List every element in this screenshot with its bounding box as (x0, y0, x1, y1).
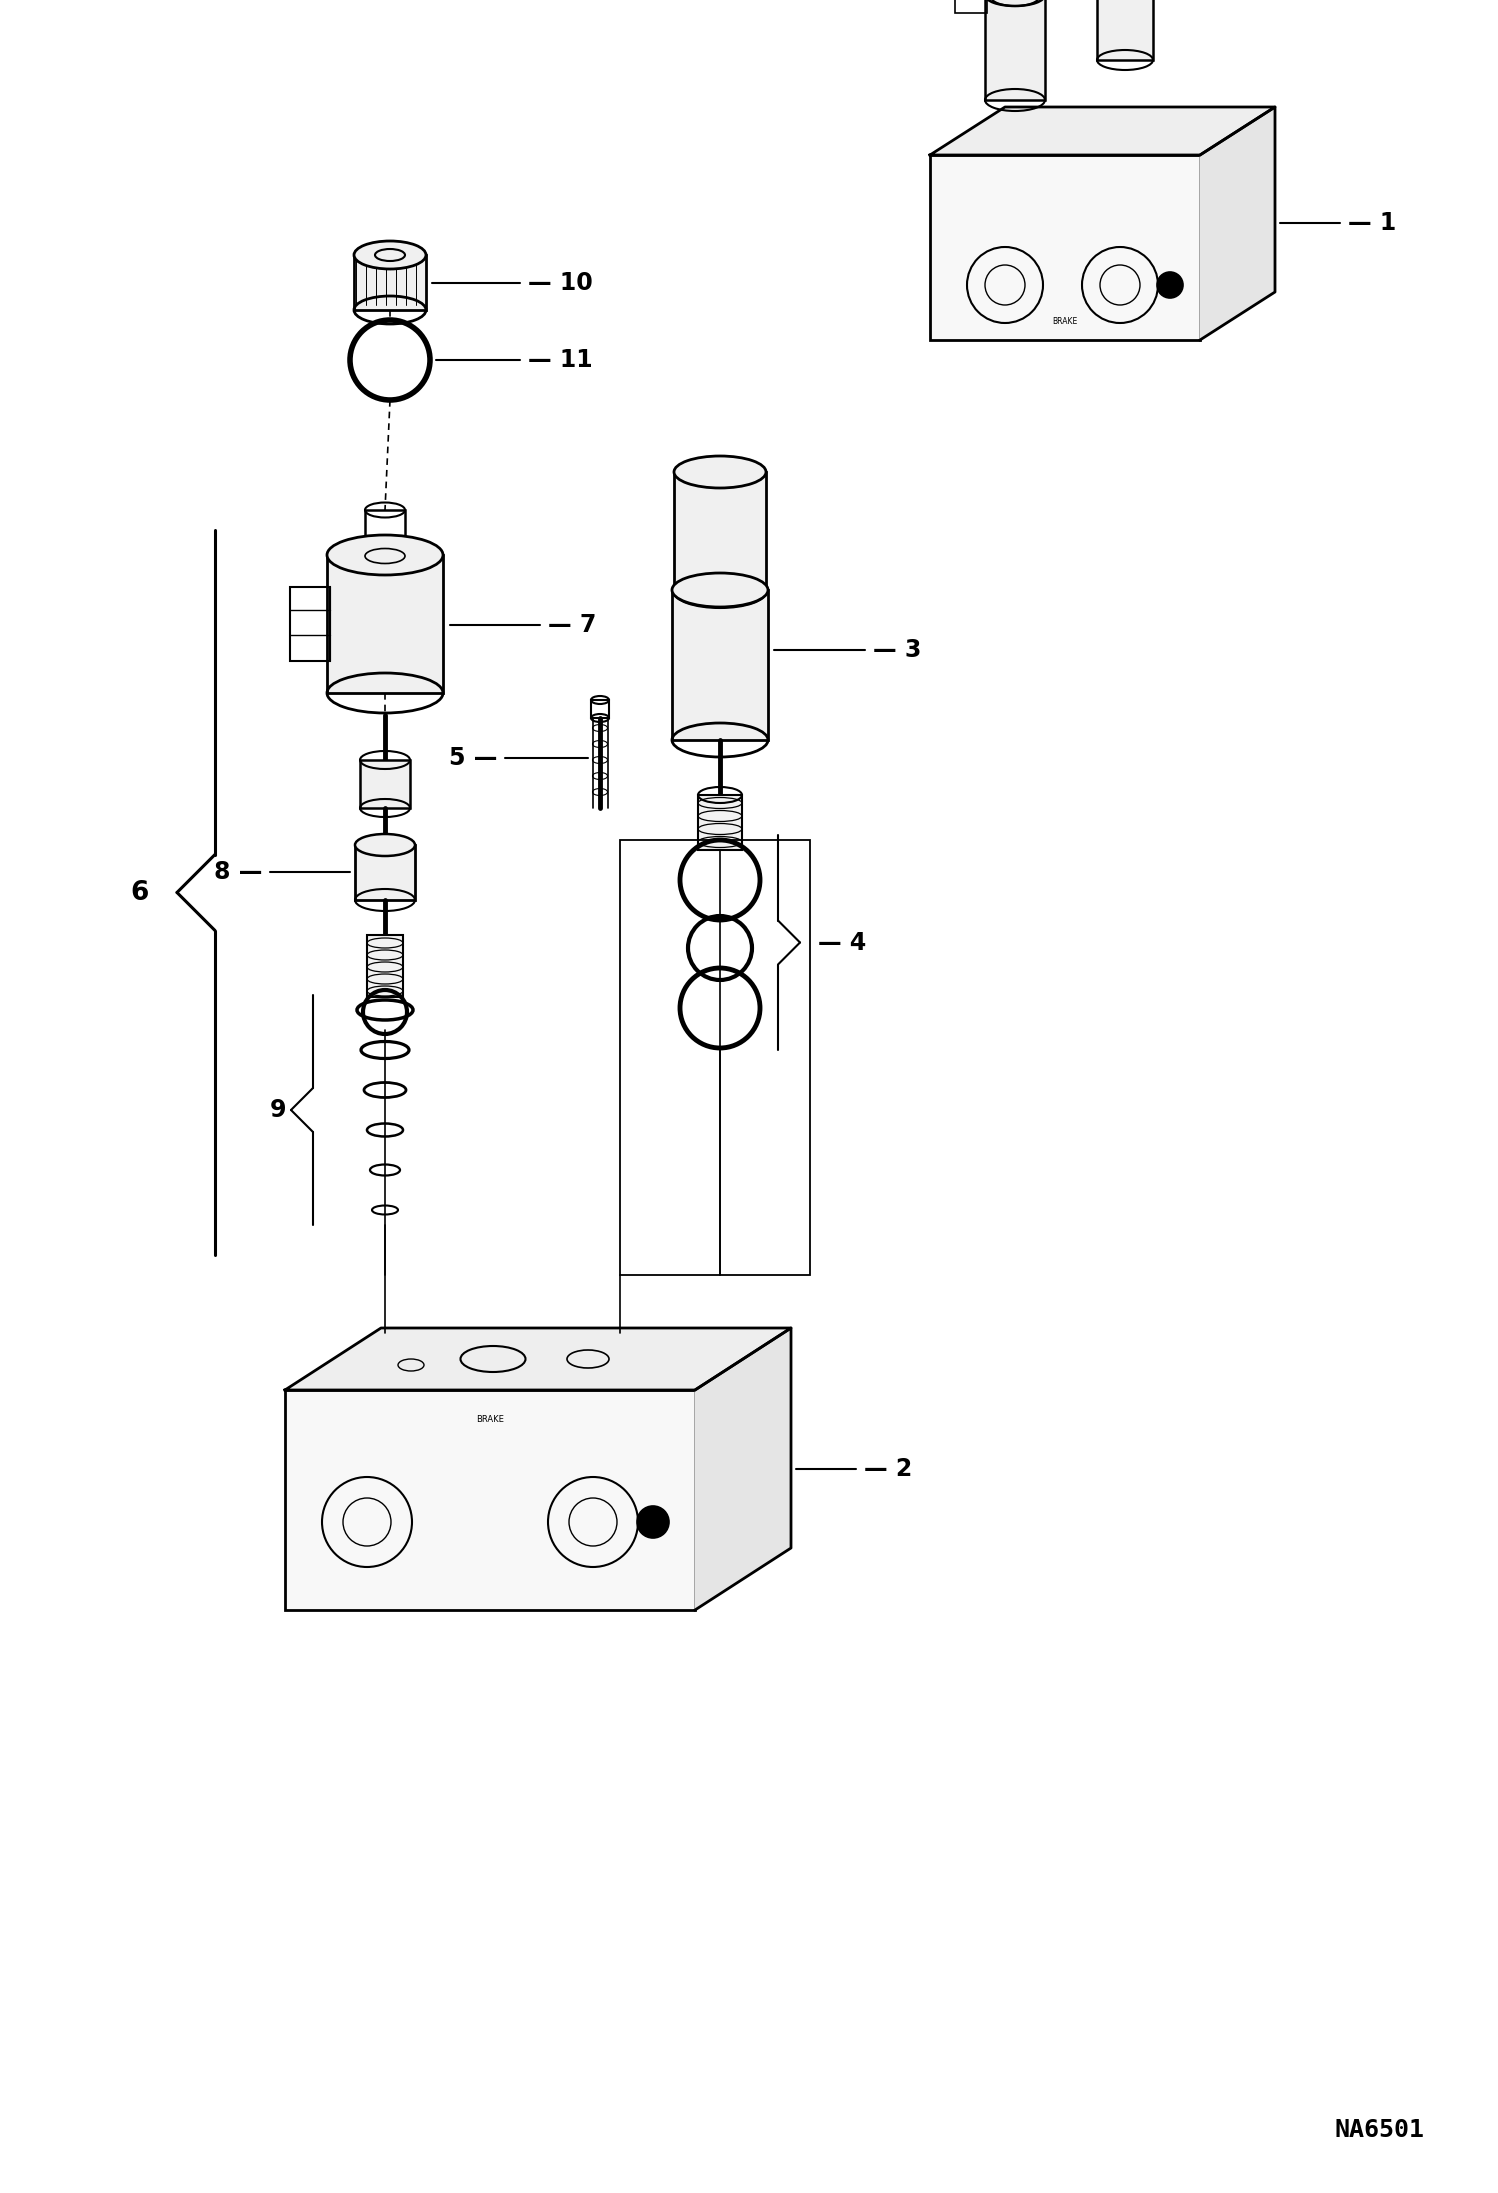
Text: 9: 9 (270, 1099, 286, 1123)
Bar (367, 934, 403, 998)
Bar (354, 254, 425, 309)
Text: — 1: — 1 (1348, 211, 1396, 235)
Polygon shape (285, 1329, 791, 1390)
Text: NA6501: NA6501 (1335, 2118, 1425, 2143)
Bar (956, 0, 987, 13)
Text: — 7: — 7 (548, 614, 596, 636)
Bar (355, 844, 415, 899)
Circle shape (637, 1507, 670, 1537)
Polygon shape (695, 1329, 791, 1610)
Bar (592, 700, 610, 717)
Bar (930, 156, 1200, 340)
Ellipse shape (673, 572, 768, 607)
Bar (673, 590, 768, 739)
Bar (1097, 0, 1153, 59)
Text: — 2: — 2 (864, 1456, 912, 1480)
Bar (674, 471, 765, 592)
Text: — 4: — 4 (818, 930, 866, 954)
Text: BRAKE: BRAKE (1053, 318, 1077, 327)
Circle shape (1156, 272, 1183, 298)
Polygon shape (1200, 107, 1275, 340)
Text: — 11: — 11 (527, 349, 593, 373)
Bar (620, 840, 810, 1274)
Bar (366, 511, 404, 557)
Ellipse shape (355, 833, 415, 855)
Ellipse shape (674, 456, 765, 489)
Text: BRAKE: BRAKE (476, 1414, 503, 1425)
Ellipse shape (986, 0, 1046, 7)
Bar (360, 761, 410, 807)
Text: — 3: — 3 (873, 638, 921, 662)
Text: — 10: — 10 (527, 272, 593, 296)
Polygon shape (930, 107, 1275, 156)
Bar (285, 1390, 695, 1610)
Bar (291, 588, 330, 660)
Ellipse shape (354, 241, 425, 270)
Ellipse shape (327, 535, 443, 575)
Bar (698, 796, 742, 851)
Text: 6: 6 (130, 879, 150, 906)
Text: 8 —: 8 — (214, 860, 262, 884)
Bar (986, 0, 1046, 101)
Bar (327, 555, 443, 693)
Text: 5 —: 5 — (448, 746, 497, 770)
